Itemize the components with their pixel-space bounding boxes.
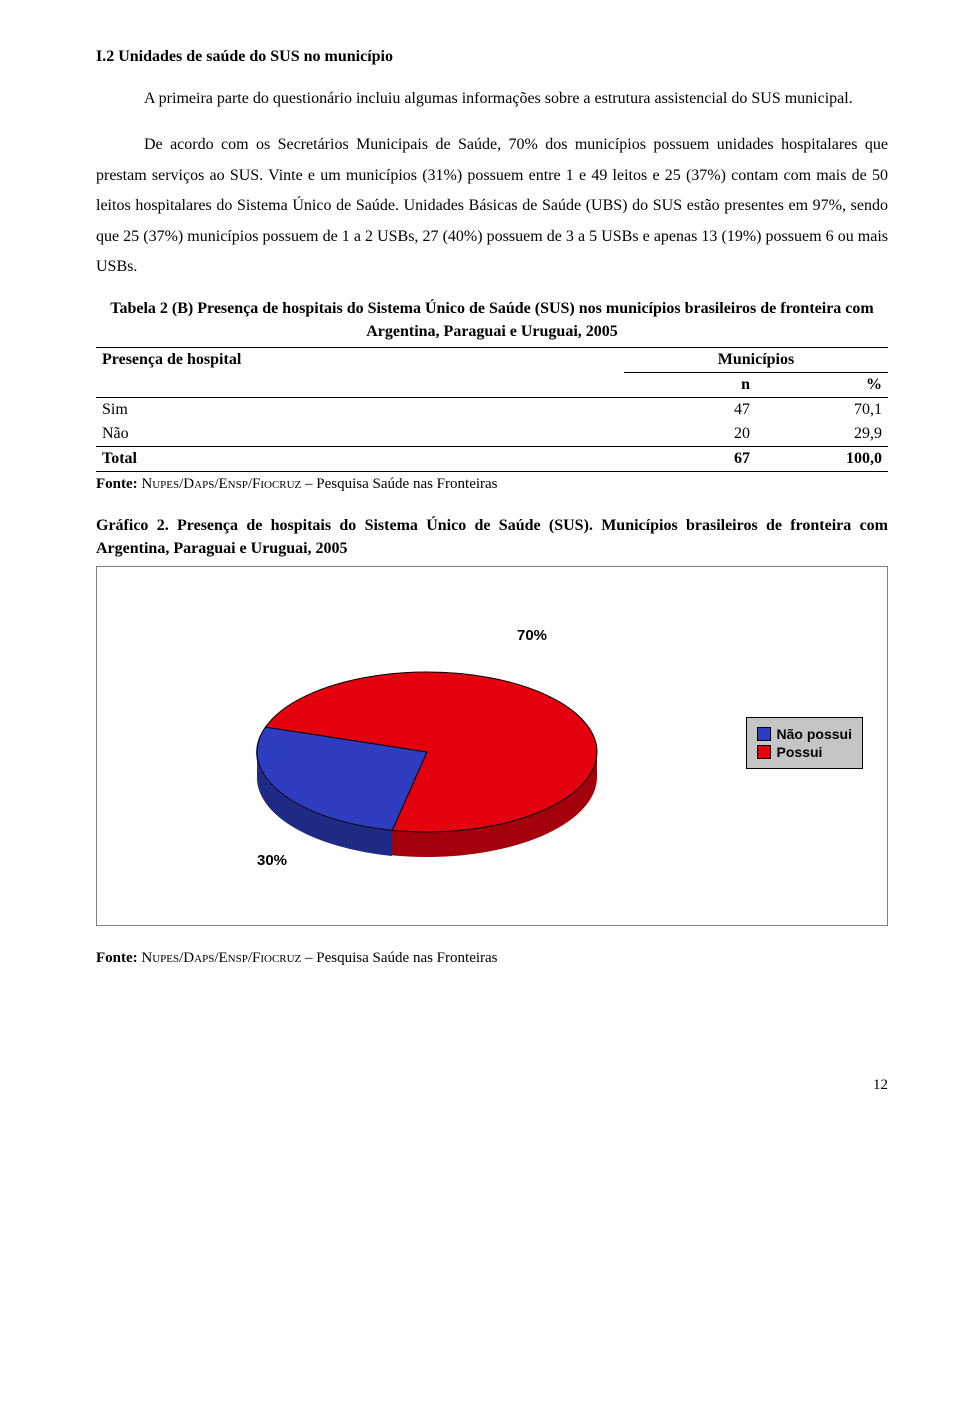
source-smallcaps: Nupes/Daps/Ensp/Fiocruz	[141, 950, 301, 966]
legend-item-possui: Possui	[757, 744, 852, 760]
graph-title: Gráfico 2. Presença de hospitais do Sist…	[96, 515, 888, 560]
paragraph-1: A primeira parte do questionário incluiu…	[96, 84, 888, 114]
page-number: 12	[96, 1077, 888, 1094]
total-pct: 100,0	[756, 447, 888, 472]
col-header-presence: Presença de hospital	[96, 348, 624, 398]
section-heading: I.2 Unidades de saúde do SUS no municípi…	[96, 48, 888, 66]
legend-label: Possui	[777, 744, 823, 760]
legend-label: Não possui	[777, 726, 852, 742]
cell-n: 20	[624, 422, 756, 447]
pie-label-30: 30%	[257, 852, 287, 869]
subheader-n: n	[624, 373, 756, 398]
total-label: Total	[96, 447, 624, 472]
table-row: Não 20 29,9	[96, 422, 888, 447]
source-prefix: Fonte:	[96, 476, 141, 492]
source-smallcaps: Nupes/Daps/Ensp/Fiocruz	[141, 476, 301, 492]
table-title: Tabela 2 (B) Presença de hospitais do Si…	[96, 298, 888, 343]
source-rest: – Pesquisa Saúde nas Fronteiras	[301, 950, 497, 966]
col-header-municipios: Municípios	[624, 348, 888, 373]
pie-chart	[247, 657, 607, 837]
table-source: Fonte: Nupes/Daps/Ensp/Fiocruz – Pesquis…	[96, 476, 888, 493]
total-n: 67	[624, 447, 756, 472]
cell-label: Sim	[96, 398, 624, 423]
legend-swatch-red	[757, 745, 771, 759]
source-prefix: Fonte:	[96, 950, 141, 966]
cell-pct: 29,9	[756, 422, 888, 447]
source-rest: – Pesquisa Saúde nas Fronteiras	[301, 476, 497, 492]
table-total-row: Total 67 100,0	[96, 447, 888, 472]
legend-item-nao-possui: Não possui	[757, 726, 852, 742]
cell-label: Não	[96, 422, 624, 447]
paragraph-2: De acordo com os Secretários Municipais …	[96, 130, 888, 282]
data-table: Presença de hospital Municípios n % Sim …	[96, 347, 888, 472]
cell-n: 47	[624, 398, 756, 423]
pie-label-70: 70%	[517, 627, 547, 644]
table-row: Sim 47 70,1	[96, 398, 888, 423]
chart-container: 70% Não possui	[96, 566, 888, 926]
cell-pct: 70,1	[756, 398, 888, 423]
chart-legend: Não possui Possui	[746, 717, 863, 769]
chart-source: Fonte: Nupes/Daps/Ensp/Fiocruz – Pesquis…	[96, 950, 888, 967]
legend-swatch-blue	[757, 727, 771, 741]
subheader-pct: %	[756, 373, 888, 398]
